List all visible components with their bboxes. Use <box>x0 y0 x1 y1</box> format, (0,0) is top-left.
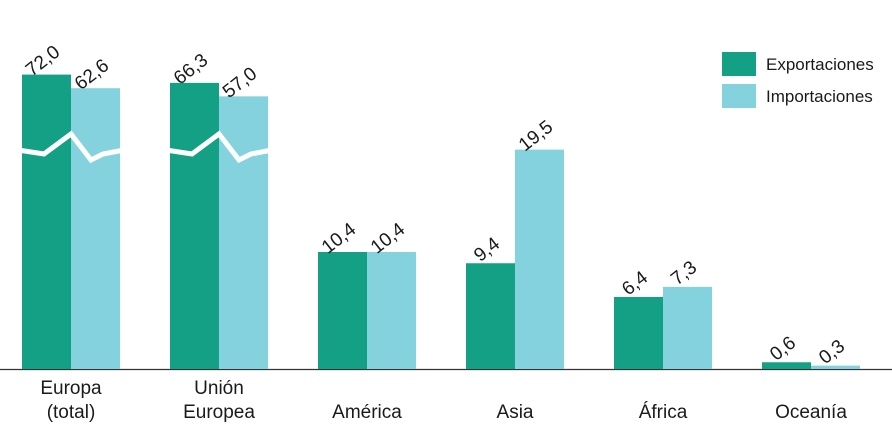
bar-importaciones-oceania <box>811 365 860 369</box>
value-label-importaciones-africa: 7,3 <box>667 257 701 290</box>
category-label-asia: Asia <box>497 402 534 423</box>
bar-exportaciones-europa-total <box>22 74 71 369</box>
bar-importaciones-asia <box>515 149 564 369</box>
bar-exportaciones-union-europea <box>170 82 219 370</box>
value-label-importaciones-oceania: 0,3 <box>815 336 849 369</box>
category-label-europa-total-line-1: Europa <box>40 378 102 399</box>
category-label-africa: África <box>639 402 688 423</box>
bar-importaciones-africa <box>663 286 712 369</box>
axis-break-union-europea <box>165 130 273 164</box>
category-label-oceania: Oceanía <box>775 402 847 423</box>
category-label-europa-total-line-2: (total) <box>47 402 96 423</box>
category-label-union-europea-line-2: Europea <box>183 402 255 423</box>
bar-exportaciones-america <box>318 252 367 369</box>
legend-swatch-importaciones <box>722 84 756 108</box>
value-label-exportaciones-asia: 9,4 <box>470 233 504 266</box>
bar-exportaciones-africa <box>614 297 663 369</box>
bar-importaciones-america <box>367 252 416 369</box>
legend: Exportaciones Importaciones <box>722 52 874 108</box>
category-labels-layer: Europa (total) Unión Europea América Asia Áfri… <box>40 378 847 423</box>
legend-swatch-exportaciones <box>722 52 756 76</box>
legend-label-importaciones: Importaciones <box>766 87 873 106</box>
value-label-exportaciones-oceania: 0,6 <box>766 333 800 366</box>
axis-break-europa-total <box>17 130 125 164</box>
category-label-america: América <box>332 402 402 423</box>
bar-importaciones-union-europea <box>219 96 268 369</box>
category-label-union-europea-line-1: Unión <box>194 378 244 399</box>
bar-exportaciones-oceania <box>762 362 811 369</box>
value-label-exportaciones-africa: 6,4 <box>618 267 652 300</box>
bars-layer <box>0 74 892 371</box>
bar-importaciones-europa-total <box>71 88 120 369</box>
legend-label-exportaciones: Exportaciones <box>766 55 874 74</box>
bar-exportaciones-asia <box>466 263 515 369</box>
